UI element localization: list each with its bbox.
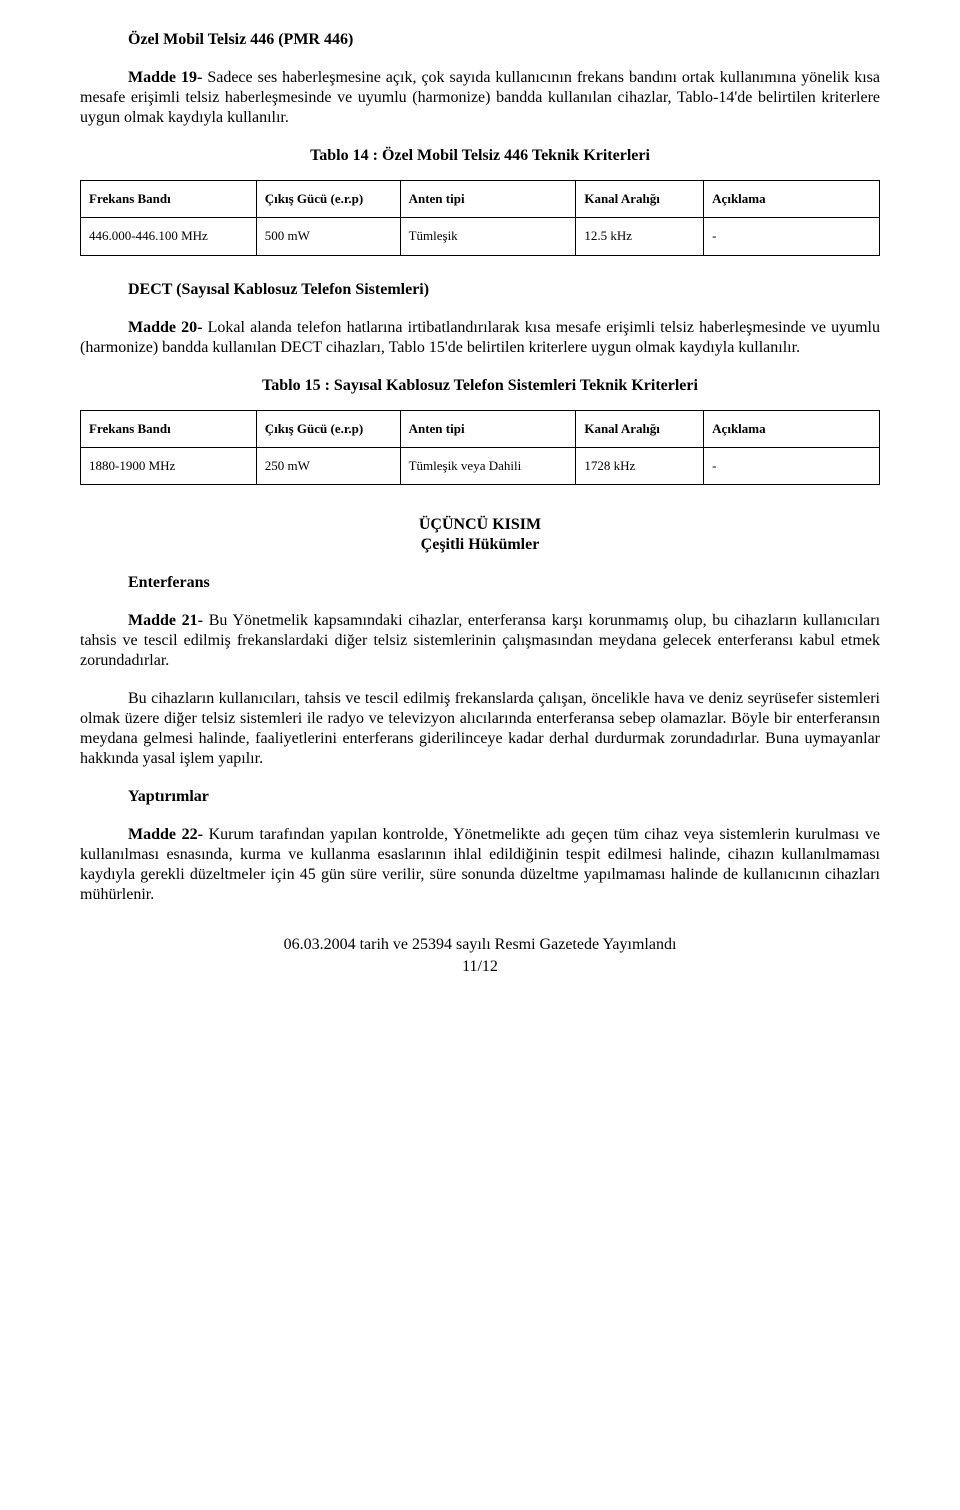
- madde-21-paragraph-1: Madde 21- Bu Yönetmelik kapsamındaki cih…: [80, 611, 880, 671]
- section-title-pmr446: Özel Mobil Telsiz 446 (PMR 446): [80, 30, 880, 50]
- section-title-dect: DECT (Sayısal Kablosuz Telefon Sistemler…: [80, 280, 880, 300]
- td-desc: -: [704, 447, 880, 484]
- table-row: Frekans Bandı Çıkış Gücü (e.r.p) Anten t…: [81, 181, 880, 218]
- td-antenna: Tümleşik: [400, 218, 576, 255]
- th-channel: Kanal Aralığı: [576, 410, 704, 447]
- th-antenna: Anten tipi: [400, 410, 576, 447]
- td-band: 446.000-446.100 MHz: [81, 218, 257, 255]
- table-row: Frekans Bandı Çıkış Gücü (e.r.p) Anten t…: [81, 410, 880, 447]
- table-row: 446.000-446.100 MHz 500 mW Tümleşik 12.5…: [81, 218, 880, 255]
- td-band: 1880-1900 MHz: [81, 447, 257, 484]
- madde-21-paragraph-2: Bu cihazların kullanıcıları, tahsis ve t…: [80, 689, 880, 769]
- td-channel: 1728 kHz: [576, 447, 704, 484]
- table-row: 1880-1900 MHz 250 mW Tümleşik veya Dahil…: [81, 447, 880, 484]
- madde-19-paragraph: Madde 19- Sadece ses haberleşmesine açık…: [80, 68, 880, 128]
- th-power: Çıkış Gücü (e.r.p): [256, 410, 400, 447]
- footer-line: 06.03.2004 tarih ve 25394 sayılı Resmi G…: [80, 935, 880, 955]
- part3-heading1: ÜÇÜNCÜ KISIM: [80, 515, 880, 535]
- th-band: Frekans Bandı: [81, 181, 257, 218]
- table-14: Frekans Bandı Çıkış Gücü (e.r.p) Anten t…: [80, 180, 880, 256]
- td-power: 500 mW: [256, 218, 400, 255]
- td-channel: 12.5 kHz: [576, 218, 704, 255]
- table-15-caption: Tablo 15 : Sayısal Kablosuz Telefon Sist…: [80, 376, 880, 396]
- part3-heading: ÜÇÜNCÜ KISIM Çeşitli Hükümler: [80, 515, 880, 555]
- enterferans-title: Enterferans: [80, 573, 880, 593]
- madde-20-paragraph: Madde 20- Lokal alanda telefon hatlarına…: [80, 318, 880, 358]
- th-antenna: Anten tipi: [400, 181, 576, 218]
- table-14-caption: Tablo 14 : Özel Mobil Telsiz 446 Teknik …: [80, 146, 880, 166]
- td-power: 250 mW: [256, 447, 400, 484]
- th-power: Çıkış Gücü (e.r.p): [256, 181, 400, 218]
- th-desc: Açıklama: [704, 181, 880, 218]
- td-desc: -: [704, 218, 880, 255]
- madde-22-paragraph: Madde 22- Kurum tarafından yapılan kontr…: [80, 825, 880, 905]
- yaptirimlar-title: Yaptırımlar: [80, 787, 880, 807]
- madde-20-label: Madde 20-: [128, 319, 202, 336]
- table-15: Frekans Bandı Çıkış Gücü (e.r.p) Anten t…: [80, 410, 880, 486]
- th-band: Frekans Bandı: [81, 410, 257, 447]
- madde-21-label: Madde 21-: [128, 612, 203, 629]
- madde-22-label: Madde 22-: [128, 826, 203, 843]
- page-number: 11/12: [80, 957, 880, 977]
- th-desc: Açıklama: [704, 410, 880, 447]
- th-channel: Kanal Aralığı: [576, 181, 704, 218]
- td-antenna: Tümleşik veya Dahili: [400, 447, 576, 484]
- madde-19-label: Madde 19-: [128, 69, 202, 86]
- part3-heading2: Çeşitli Hükümler: [80, 535, 880, 555]
